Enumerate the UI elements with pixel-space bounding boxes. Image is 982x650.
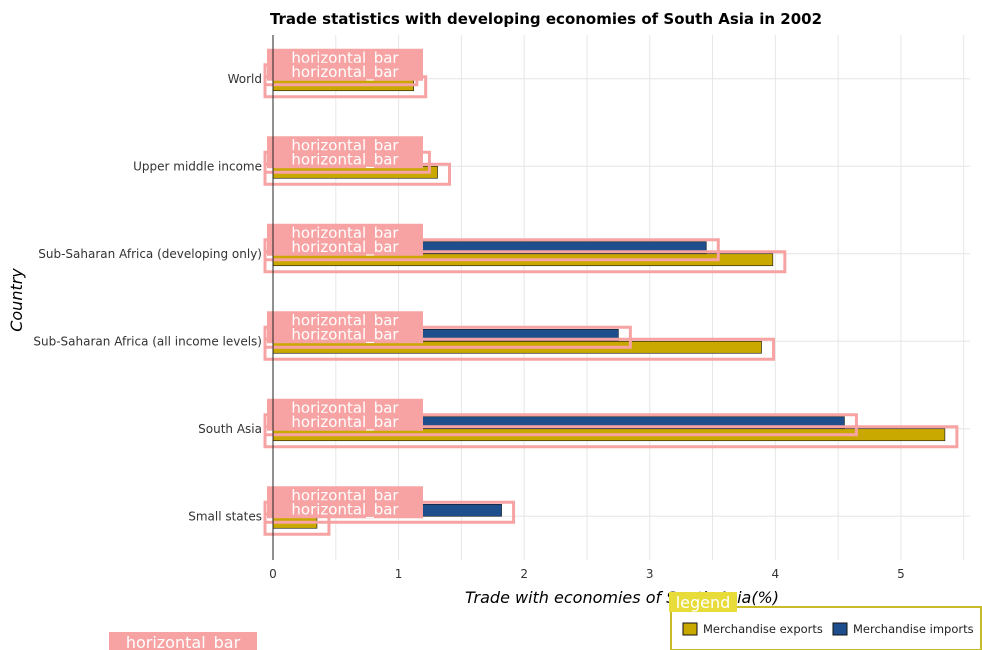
- x-tick-label: 0: [269, 567, 277, 581]
- overlay-tag-box: [267, 412, 423, 431]
- footer-overlay: horizontal_bar: [109, 632, 257, 650]
- category-label: Small states: [188, 509, 262, 523]
- overlay-tag-box: [267, 500, 423, 519]
- legend-title: legend: [676, 593, 731, 612]
- overlay-tag-box: [267, 486, 423, 505]
- legend-swatch-imports: [832, 622, 848, 636]
- overlay-tag-label: horizontal_bar: [291, 500, 399, 519]
- overlay-tag: horizontal_bar: [267, 500, 423, 519]
- chart-title: Trade statistics with developing economi…: [270, 10, 822, 28]
- overlay-tag-box: [267, 398, 423, 417]
- overlay-tag-box: [267, 325, 423, 344]
- overlay-outline: [263, 238, 720, 262]
- overlay-tag-box: [267, 48, 423, 67]
- overlay-boxes: horizontal_bar horizontal_bar horizontal_b…: [263, 48, 959, 536]
- overlay-outline: [263, 325, 632, 349]
- overlay-tag-box: [267, 237, 423, 256]
- overlay-tag-box: [267, 223, 423, 242]
- category-label: Sub-Saharan Africa (all income levels): [33, 334, 262, 348]
- overlay-tag-box: [267, 136, 423, 155]
- overlay-outline: [263, 250, 787, 274]
- legend-label-exports: Merchandise exports: [703, 622, 823, 636]
- overlay-tag: horizontal_bar: [267, 62, 423, 82]
- overlay-tag: horizontal_bar: [267, 412, 423, 432]
- footer-overlay-label: horizontal_bar: [126, 633, 241, 650]
- x-tick-label: 3: [646, 567, 654, 581]
- overlay-tag-label: horizontal_bar: [291, 63, 399, 82]
- legend-title-box: [669, 592, 737, 612]
- overlay-tag-label: horizontal_bar: [291, 325, 399, 344]
- overlay-outline: [263, 337, 776, 361]
- overlay-tag-label: horizontal_bar: [291, 150, 399, 169]
- category-label: Upper middle income: [133, 159, 262, 173]
- plot-area: [273, 35, 970, 560]
- y-axis-label: Country: [7, 268, 26, 332]
- overlay-tag-box: [267, 311, 423, 330]
- overlay-tag: horizontal_bar: [267, 237, 423, 257]
- legend-label-imports: Merchandise imports: [853, 622, 974, 636]
- y-category-labels: Small states South Asia Sub-Saharan Africa…: [33, 72, 262, 524]
- category-label: World: [228, 72, 262, 86]
- category-label: Sub-Saharan Africa (developing only): [38, 247, 262, 261]
- overlay-tag-box: [267, 150, 423, 169]
- overlay-outline: [263, 413, 858, 437]
- overlay-tag-label: horizontal_bar: [291, 413, 399, 432]
- overlay-outline: [263, 425, 959, 449]
- overlay-tag-box: [267, 62, 423, 81]
- footer-overlay-box: [109, 632, 257, 650]
- x-tick-label: 5: [897, 567, 905, 581]
- x-tick-label: 2: [520, 567, 528, 581]
- x-tick-label: 1: [395, 567, 403, 581]
- overlay-tag: horizontal_bar: [267, 150, 423, 169]
- overlay-tag-label: horizontal_bar: [291, 238, 399, 257]
- x-tick-label: 4: [772, 567, 780, 581]
- legend: legend Merchandise exports Merchandise i…: [669, 592, 982, 650]
- legend-swatch-exports: [682, 622, 698, 636]
- category-label: South Asia: [198, 422, 262, 436]
- x-tick-labels: 0 1 2 3 4 5: [269, 567, 905, 581]
- overlay-tag: horizontal_bar: [267, 325, 423, 344]
- legend-box: [670, 606, 982, 650]
